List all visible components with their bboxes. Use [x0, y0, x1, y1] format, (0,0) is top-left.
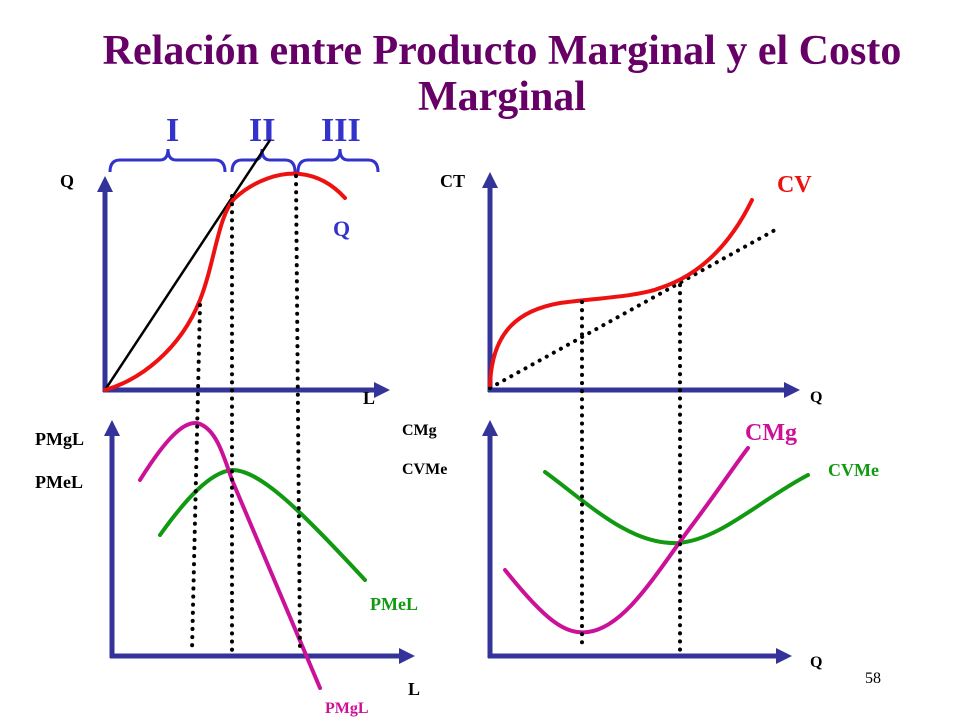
average-variable-cost-curve [543, 470, 810, 546]
product-curves-diagram: PMgL PMeL L PMeL PMgL [35, 419, 420, 717]
slide-number: 58 [865, 670, 881, 687]
cost-x-axis-label: Q [810, 389, 822, 406]
average-product-curve [158, 467, 367, 582]
ray-from-origin [103, 139, 272, 391]
production-function-diagram: Q L Q [60, 139, 391, 408]
stage-brace-iii [296, 148, 380, 173]
marginal-product-curve-label: PMgL [325, 700, 369, 717]
connector-inflection [190, 303, 202, 652]
unit-cost-y-axis-label-average: CVMe [402, 461, 447, 478]
total-product-curve-label: Q [333, 216, 350, 241]
slide-title: Relación entre Producto Marginal y el Co… [102, 28, 902, 120]
connector-lines [190, 174, 682, 652]
stage-label-i: I [166, 112, 179, 149]
cost-ray-dotted [488, 228, 777, 390]
marginal-cost-curve-label: CMg [745, 420, 797, 446]
average-product-curve-label: PMeL [370, 594, 418, 614]
marginal-cost-curve [503, 446, 750, 635]
product-y-axis-label-marginal: PMgL [35, 429, 84, 449]
cost-y-axis-label: CT [440, 171, 465, 191]
stage-brace-i [108, 148, 227, 173]
average-variable-cost-curve-label: CVMe [828, 460, 879, 480]
connector-max-total-product [294, 174, 302, 652]
stage-brace-ii [230, 148, 297, 173]
cost-curves-diagram: CMg CVMe Q CMg CVMe [402, 419, 879, 671]
product-x-axis-label: L [408, 679, 420, 699]
stage-label-iii: III [321, 112, 361, 149]
stage-markers: I II III [108, 112, 380, 173]
variable-cost-diagram: CT Q CV [440, 171, 822, 406]
product-y-axis-label-average: PMeL [35, 472, 83, 492]
production-y-axis-label: Q [60, 171, 74, 191]
stage-label-ii: II [249, 112, 275, 149]
marginal-product-curve [138, 421, 322, 690]
variable-cost-curve [488, 198, 754, 387]
production-x-axis-label: L [363, 388, 375, 408]
unit-cost-y-axis-label-marginal: CMg [402, 422, 437, 439]
variable-cost-curve-label: CV [777, 172, 812, 198]
total-product-curve [103, 171, 347, 392]
unit-cost-x-axis-label: Q [810, 654, 822, 671]
